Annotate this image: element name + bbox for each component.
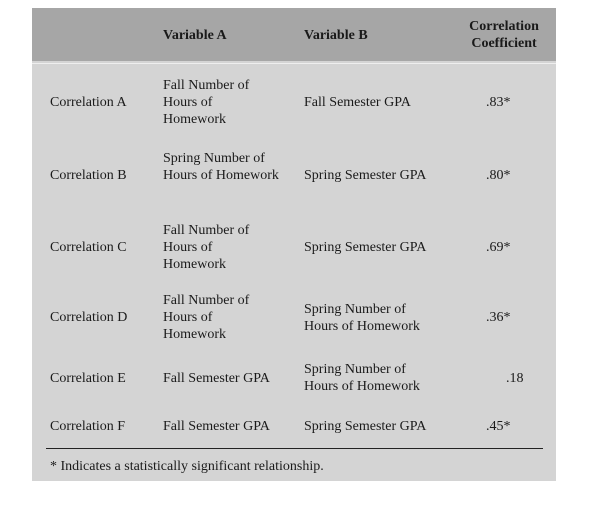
row-coefficient: .18 — [506, 371, 524, 386]
row-label: Correlation C — [50, 240, 127, 255]
table-header: Variable A Variable B Correlation Coeffi… — [32, 8, 556, 61]
row-coefficient: .80* — [486, 168, 511, 183]
row-variable-b: Spring Number of Hours of Homework — [304, 302, 420, 334]
header-coefficient-line2: Coefficient — [471, 36, 537, 51]
row-variable-b: Spring Number of Hours of Homework — [304, 362, 420, 394]
header-variable-b: Variable B — [304, 28, 368, 43]
row-coefficient: .36* — [486, 310, 511, 325]
row-variable-a: Fall Semester GPA — [163, 419, 270, 434]
row-variable-b: Fall Semester GPA — [304, 95, 411, 110]
header-divider — [32, 63, 556, 64]
row-variable-a: Fall Number of Hours of Homework — [163, 293, 250, 342]
row-variable-b: Spring Semester GPA — [304, 419, 427, 434]
row-variable-b: Spring Semester GPA — [304, 240, 427, 255]
row-coefficient: .83* — [486, 95, 511, 110]
header-correlation-coefficient: Correlation Coefficient — [460, 18, 548, 52]
row-variable-a: Spring Number of Hours of Homework — [163, 151, 279, 183]
row-variable-a: Fall Number of Hours of Homework — [163, 223, 250, 272]
row-coefficient: .45* — [486, 419, 511, 434]
row-label: Correlation F — [50, 419, 126, 434]
header-variable-a: Variable A — [163, 28, 227, 43]
row-label: Correlation B — [50, 168, 127, 183]
footer-rule — [46, 448, 543, 449]
row-variable-a: Fall Semester GPA — [163, 371, 270, 386]
row-label: Correlation E — [50, 371, 126, 386]
row-variable-a: Fall Number of Hours of Homework — [163, 78, 250, 127]
row-label: Correlation D — [50, 310, 128, 325]
row-label: Correlation A — [50, 95, 127, 110]
footnote: * Indicates a statistically significant … — [50, 459, 324, 474]
row-variable-b: Spring Semester GPA — [304, 168, 427, 183]
header-coefficient-line1: Correlation — [469, 19, 539, 34]
correlation-table: Variable A Variable B Correlation Coeffi… — [32, 8, 556, 481]
row-coefficient: .69* — [486, 240, 511, 255]
